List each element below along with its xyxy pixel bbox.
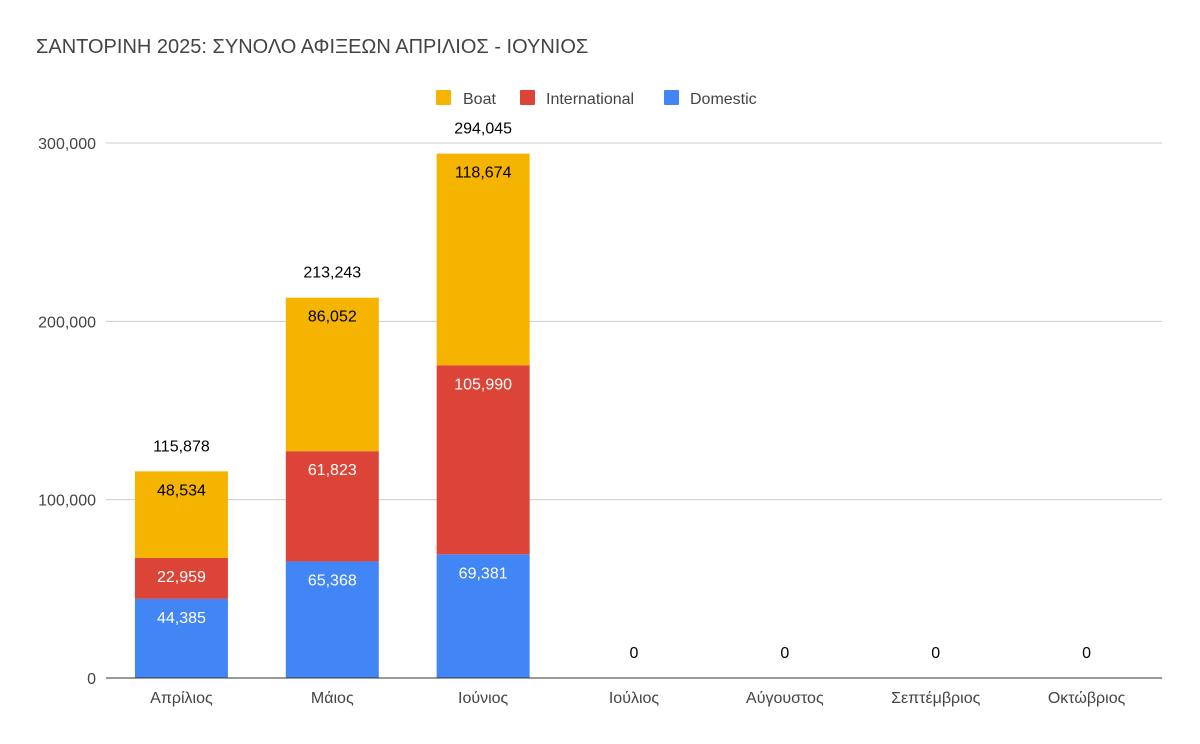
y-tick-label: 300,000: [38, 136, 96, 153]
data-label: 69,381: [459, 565, 508, 582]
bar-segment-boat[interactable]: [436, 153, 530, 366]
bar-segment-domestic[interactable]: [285, 561, 379, 678]
legend-label-boat[interactable]: Boat: [463, 91, 496, 108]
data-label: 22,959: [157, 569, 206, 586]
y-tick-label: 200,000: [38, 314, 96, 331]
y-tick-label: 0: [87, 671, 96, 688]
bar-segment-domestic[interactable]: [436, 554, 530, 678]
total-label: 0: [630, 645, 639, 662]
data-label: 105,990: [454, 376, 512, 393]
bar-segment-boat[interactable]: [134, 471, 228, 558]
bar-segment-international[interactable]: [285, 451, 379, 562]
chart-title: ΣΑΝΤΟΡΙΝΗ 2025: ΣΥΝΟΛΟ ΑΦΙΞΕΩΝ ΑΠΡΙΛΙΟΣ …: [36, 36, 589, 58]
legend-label-domestic[interactable]: Domestic: [690, 91, 757, 108]
x-tick-label: Ιούλιος: [609, 690, 660, 707]
x-tick-label: Ιούνιος: [458, 690, 509, 707]
legend-swatch-domestic[interactable]: [664, 90, 679, 105]
y-tick-label: 100,000: [38, 493, 96, 510]
x-tick-label: Αύγουστος: [746, 690, 824, 707]
data-label: 86,052: [308, 309, 357, 326]
total-label: 115,878: [153, 438, 210, 455]
bar-segment-boat[interactable]: [285, 297, 379, 452]
total-label: 0: [780, 645, 789, 662]
legend-label-international[interactable]: International: [546, 91, 634, 108]
bar-segment-international[interactable]: [134, 557, 228, 599]
x-tick-label: Μάιος: [311, 690, 354, 707]
bar-segment-international[interactable]: [436, 365, 530, 555]
data-label: 61,823: [308, 462, 357, 479]
total-label: 213,243: [303, 265, 361, 282]
total-label: 294,045: [454, 121, 512, 138]
total-label: 0: [1082, 645, 1091, 662]
legend-swatch-boat[interactable]: [436, 90, 451, 105]
x-tick-label: Σεπτέμβριος: [891, 690, 980, 707]
total-label: 0: [931, 645, 940, 662]
data-label: 65,368: [308, 572, 357, 589]
data-label: 118,674: [455, 165, 512, 182]
legend-swatch-international[interactable]: [520, 90, 535, 105]
x-tick-label: Απρίλιος: [150, 690, 213, 707]
data-label: 48,534: [157, 482, 206, 499]
x-tick-label: Οκτώβριος: [1048, 690, 1126, 707]
data-label: 44,385: [157, 610, 206, 627]
bar-segment-domestic[interactable]: [134, 598, 228, 678]
